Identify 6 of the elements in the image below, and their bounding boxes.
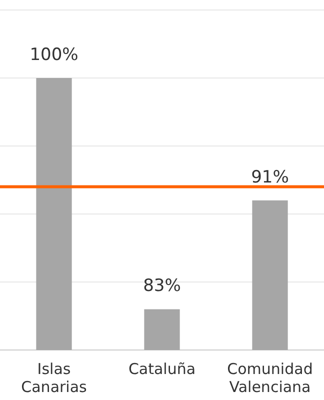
x-tick-label: Cataluña — [128, 360, 196, 378]
data-label: 100% — [30, 44, 78, 65]
x-tick-label: Islas Canarias — [21, 360, 88, 396]
data-label: 83% — [143, 276, 181, 296]
x-tick-label: Comunidad Valenciana — [227, 360, 313, 396]
data-label: 91% — [251, 167, 289, 188]
